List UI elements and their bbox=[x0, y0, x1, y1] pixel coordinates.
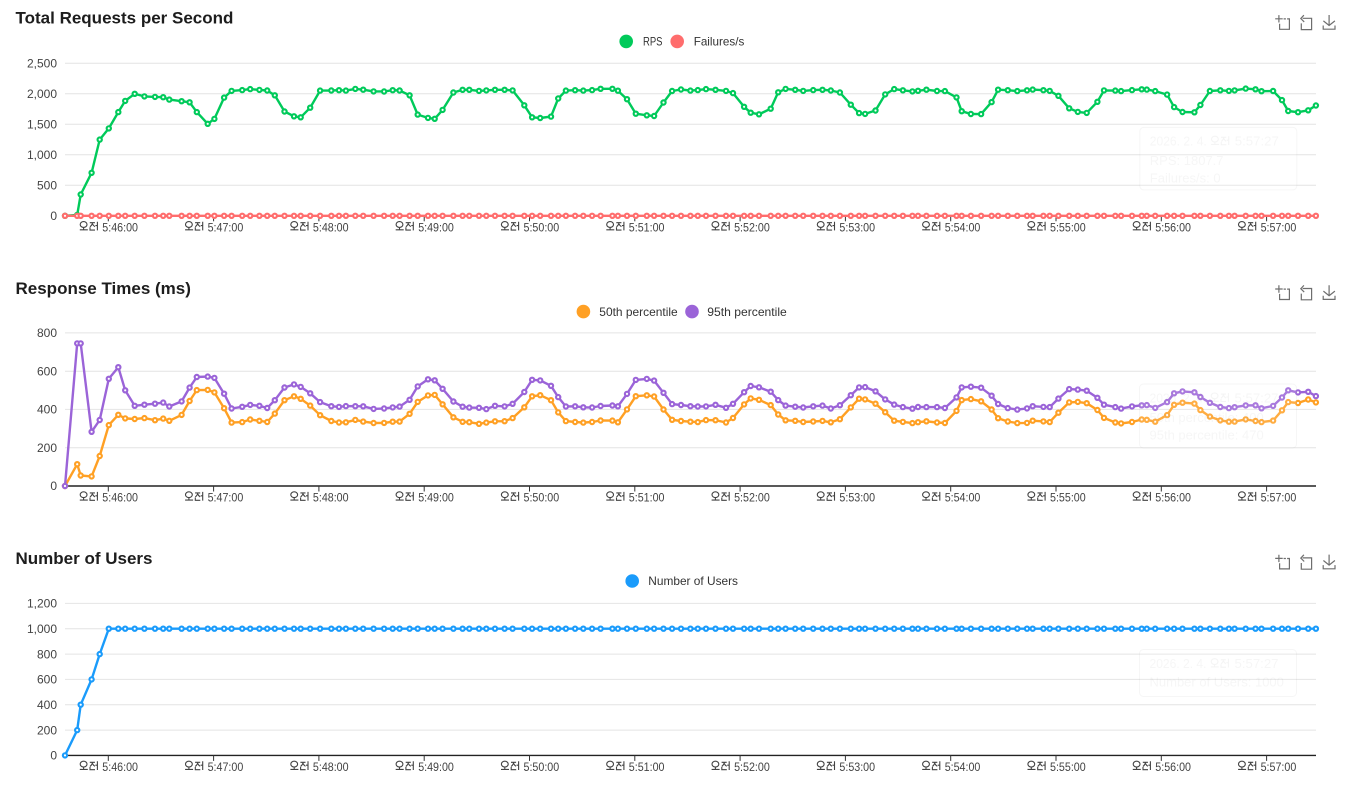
svg-text:5:47:00: 5:47:00 bbox=[208, 491, 244, 505]
svg-text:Response Times (ms): Response Times (ms) bbox=[16, 279, 191, 298]
svg-text:5:48:00: 5:48:00 bbox=[313, 491, 349, 505]
svg-text:Failures/s: 0: Failures/s: 0 bbox=[1150, 171, 1221, 186]
svg-text:2026. 2. 4.: 2026. 2. 4. bbox=[1150, 134, 1207, 149]
svg-text:2026. 2. 4.: 2026. 2. 4. bbox=[1150, 390, 1207, 405]
svg-text:5:49:00: 5:49:00 bbox=[418, 760, 454, 774]
svg-text:5:51:00: 5:51:00 bbox=[629, 220, 665, 234]
svg-text:RPS: 1807.7: RPS: 1807.7 bbox=[1150, 153, 1224, 168]
svg-text:5:52:00: 5:52:00 bbox=[734, 220, 770, 234]
svg-text:5:50:00: 5:50:00 bbox=[524, 491, 560, 505]
svg-text:0: 0 bbox=[50, 749, 57, 763]
svg-text:5:56:00: 5:56:00 bbox=[1155, 760, 1191, 774]
svg-text:95th percentile: 95th percentile bbox=[707, 305, 787, 319]
svg-text:400: 400 bbox=[37, 403, 57, 417]
svg-text:200: 200 bbox=[37, 723, 57, 737]
svg-text:5:56:00: 5:56:00 bbox=[1155, 220, 1191, 234]
svg-text:5:56:00: 5:56:00 bbox=[1155, 491, 1191, 505]
svg-text:2,000: 2,000 bbox=[27, 87, 57, 101]
svg-text:5:51:00: 5:51:00 bbox=[629, 491, 665, 505]
svg-text:200: 200 bbox=[37, 441, 57, 455]
svg-text:5:55:00: 5:55:00 bbox=[1050, 491, 1086, 505]
svg-text:5:47:00: 5:47:00 bbox=[208, 220, 244, 234]
svg-text:5:50:00: 5:50:00 bbox=[524, 220, 560, 234]
svg-text:5:54:00: 5:54:00 bbox=[945, 760, 981, 774]
svg-text:5:48:00: 5:48:00 bbox=[313, 220, 349, 234]
svg-text:50th percentile: 50th percentile bbox=[599, 305, 678, 319]
svg-text:5:57:00: 5:57:00 bbox=[1261, 491, 1297, 505]
svg-text:5:57:27: 5:57:27 bbox=[1235, 134, 1279, 149]
svg-text:5:49:00: 5:49:00 bbox=[418, 491, 454, 505]
svg-text:0: 0 bbox=[50, 479, 57, 493]
svg-text:50th percentile: 400: 50th percentile: 400 bbox=[1150, 410, 1264, 425]
svg-text:1,500: 1,500 bbox=[27, 118, 57, 132]
svg-text:5:57:27: 5:57:27 bbox=[1235, 656, 1279, 671]
svg-text:2026. 2. 4.: 2026. 2. 4. bbox=[1150, 656, 1207, 671]
svg-text:Failures/s: Failures/s bbox=[694, 35, 745, 49]
svg-text:800: 800 bbox=[37, 647, 57, 661]
svg-text:5:52:00: 5:52:00 bbox=[734, 491, 770, 505]
svg-text:0: 0 bbox=[50, 209, 57, 223]
svg-text:2,500: 2,500 bbox=[27, 57, 57, 71]
svg-text:600: 600 bbox=[37, 673, 57, 687]
svg-text:600: 600 bbox=[37, 364, 57, 378]
svg-text:95th percentile: 470: 95th percentile: 470 bbox=[1150, 427, 1264, 442]
svg-text:Number of Users: Number of Users bbox=[16, 549, 153, 568]
svg-text:5:52:00: 5:52:00 bbox=[734, 760, 770, 774]
svg-text:5:55:00: 5:55:00 bbox=[1050, 760, 1086, 774]
svg-text:5:54:00: 5:54:00 bbox=[945, 491, 981, 505]
svg-text:5:55:00: 5:55:00 bbox=[1050, 220, 1086, 234]
svg-text:5:46:00: 5:46:00 bbox=[102, 760, 138, 774]
svg-text:5:46:00: 5:46:00 bbox=[102, 220, 138, 234]
svg-text:5:57:27: 5:57:27 bbox=[1235, 390, 1279, 405]
svg-text:5:57:00: 5:57:00 bbox=[1261, 220, 1297, 234]
svg-text:5:53:00: 5:53:00 bbox=[839, 760, 875, 774]
svg-text:Number of Users: 1000: Number of Users: 1000 bbox=[1150, 675, 1284, 690]
svg-text:800: 800 bbox=[37, 326, 57, 340]
svg-text:5:46:00: 5:46:00 bbox=[102, 491, 138, 505]
svg-text:1,000: 1,000 bbox=[27, 622, 57, 636]
svg-text:Number of Users: Number of Users bbox=[648, 574, 738, 588]
svg-text:RPS: RPS bbox=[643, 35, 663, 49]
svg-text:5:47:00: 5:47:00 bbox=[208, 760, 244, 774]
svg-text:5:51:00: 5:51:00 bbox=[629, 760, 665, 774]
svg-text:400: 400 bbox=[37, 698, 57, 712]
svg-text:5:53:00: 5:53:00 bbox=[839, 491, 875, 505]
svg-text:5:57:00: 5:57:00 bbox=[1261, 760, 1297, 774]
svg-text:5:53:00: 5:53:00 bbox=[839, 220, 875, 234]
svg-text:1,200: 1,200 bbox=[27, 597, 57, 611]
svg-text:Total Requests per Second: Total Requests per Second bbox=[16, 9, 234, 28]
svg-text:1,000: 1,000 bbox=[27, 148, 57, 162]
svg-text:5:49:00: 5:49:00 bbox=[418, 220, 454, 234]
svg-text:5:54:00: 5:54:00 bbox=[945, 220, 981, 234]
svg-text:500: 500 bbox=[37, 179, 57, 193]
svg-text:5:50:00: 5:50:00 bbox=[524, 760, 560, 774]
svg-text:5:48:00: 5:48:00 bbox=[313, 760, 349, 774]
